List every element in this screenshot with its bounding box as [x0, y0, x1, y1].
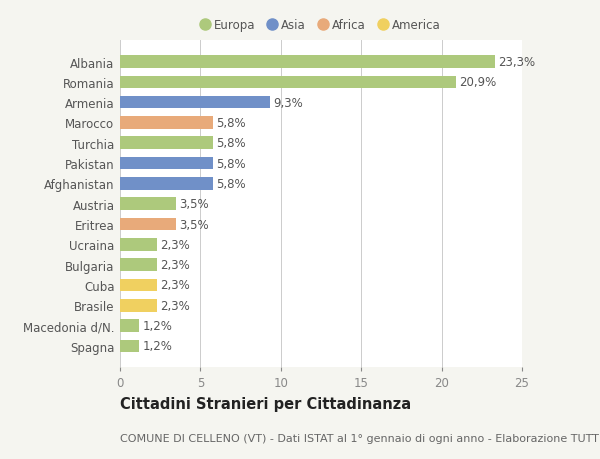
Text: 3,5%: 3,5% — [179, 198, 209, 211]
Text: 1,2%: 1,2% — [143, 319, 172, 332]
Text: 23,3%: 23,3% — [498, 56, 535, 69]
Text: 2,3%: 2,3% — [160, 258, 190, 272]
Bar — [120, 56, 494, 69]
Text: 1,2%: 1,2% — [143, 340, 172, 353]
Bar — [120, 178, 213, 190]
Text: 5,8%: 5,8% — [217, 117, 246, 130]
Text: 20,9%: 20,9% — [459, 76, 497, 89]
Bar — [120, 239, 157, 251]
Bar — [120, 340, 139, 353]
Text: 2,3%: 2,3% — [160, 279, 190, 292]
Bar — [120, 319, 139, 332]
Bar — [120, 97, 269, 109]
Text: 3,5%: 3,5% — [179, 218, 209, 231]
Bar — [120, 157, 213, 170]
Bar — [120, 299, 157, 312]
Text: 5,8%: 5,8% — [217, 137, 246, 150]
Bar — [120, 279, 157, 291]
Bar — [120, 137, 213, 150]
Bar — [120, 76, 456, 89]
Text: COMUNE DI CELLENO (VT) - Dati ISTAT al 1° gennaio di ogni anno - Elaborazione TU: COMUNE DI CELLENO (VT) - Dati ISTAT al 1… — [120, 433, 600, 442]
Text: 2,3%: 2,3% — [160, 238, 190, 251]
Legend: Europa, Asia, Africa, America: Europa, Asia, Africa, America — [197, 15, 445, 37]
Text: 5,8%: 5,8% — [217, 157, 246, 170]
Text: 5,8%: 5,8% — [217, 178, 246, 190]
Bar — [120, 198, 176, 211]
Text: Cittadini Stranieri per Cittadinanza: Cittadini Stranieri per Cittadinanza — [120, 397, 411, 412]
Bar — [120, 259, 157, 271]
Bar — [120, 117, 213, 129]
Text: 9,3%: 9,3% — [273, 96, 302, 109]
Text: 2,3%: 2,3% — [160, 299, 190, 312]
Bar — [120, 218, 176, 231]
